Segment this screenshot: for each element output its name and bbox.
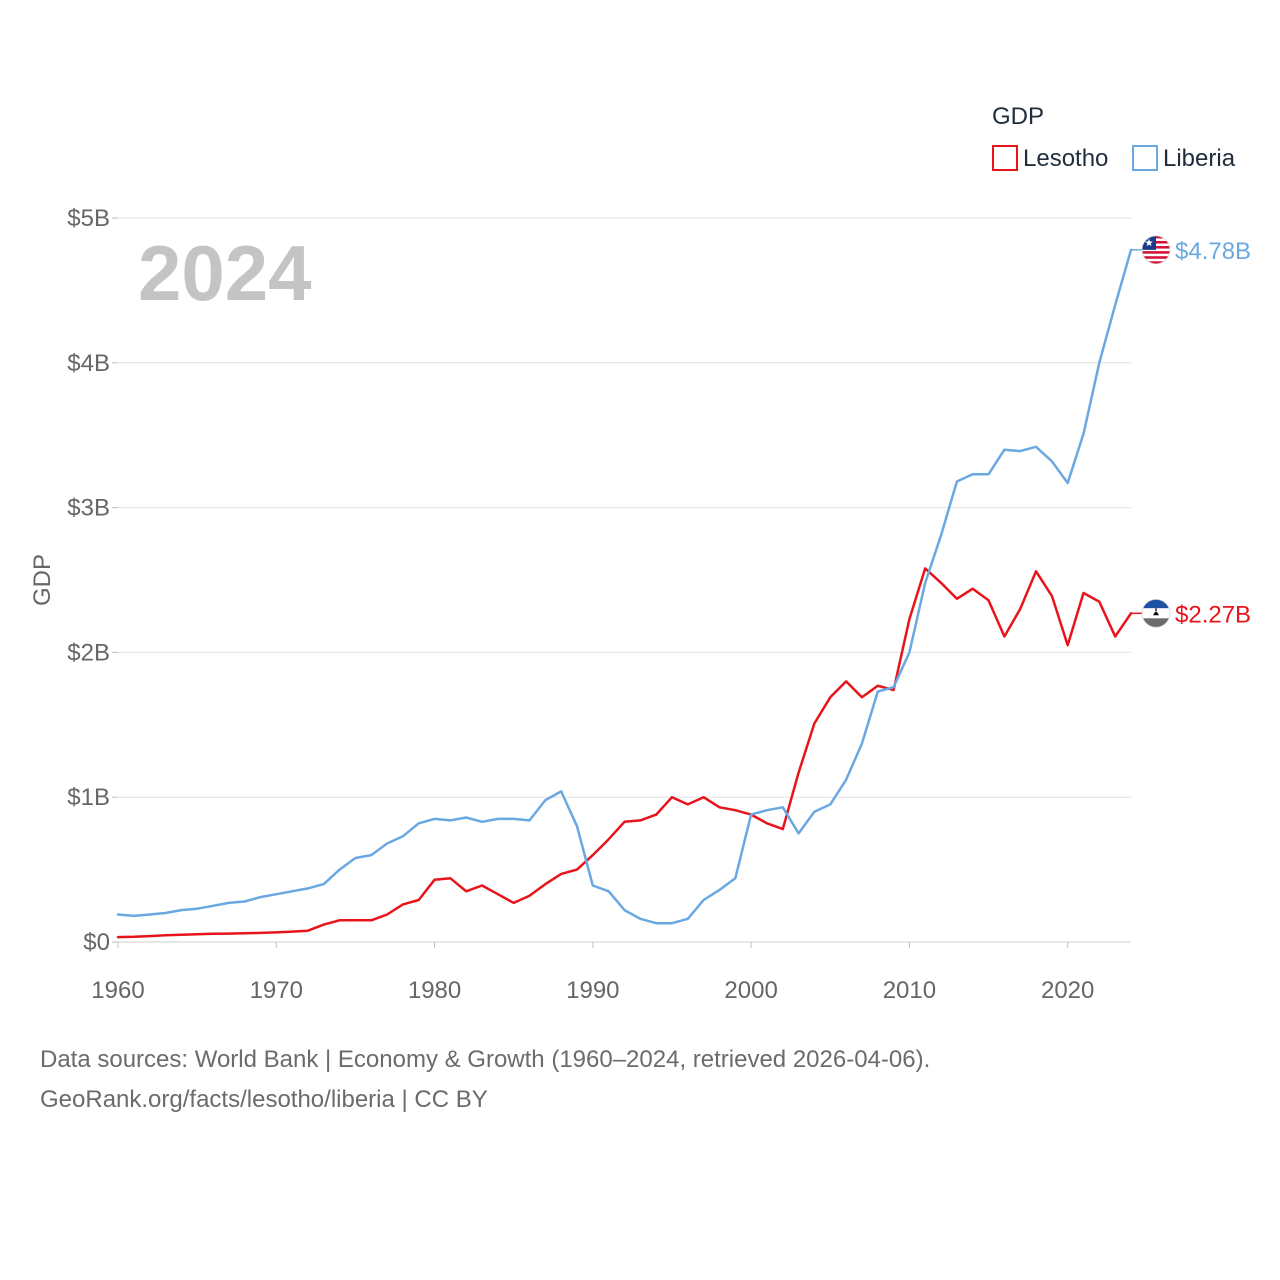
series-line-liberia <box>116 248 1133 925</box>
y-axis: $0 $1B $2B $3B $4B $5B <box>67 205 118 956</box>
y-axis-label: GDP <box>29 554 56 606</box>
x-tick-label: 1960 <box>91 977 144 1004</box>
end-label-lesotho: $2.27B <box>1175 601 1251 628</box>
liberia-flag-icon <box>1141 235 1171 265</box>
legend-title: GDP <box>992 103 1044 130</box>
x-axis: 1960 1970 1980 1990 2000 2010 2020 <box>91 942 1094 1004</box>
end-label-liberia: $4.78B <box>1175 238 1251 265</box>
y-tick-label: $3B <box>67 495 110 522</box>
source-line-1: Data sources: World Bank | Economy & Gro… <box>40 1046 931 1073</box>
x-tick-label: 2000 <box>724 977 777 1004</box>
series-line-lesotho <box>116 567 1133 939</box>
legend-label-lesotho: Lesotho <box>1023 145 1108 172</box>
source-note: Data sources: World Bank | Economy & Gro… <box>40 1040 930 1120</box>
x-tick-label: 2020 <box>1041 977 1094 1004</box>
y-tick-label: $1B <box>67 784 110 811</box>
end-labels: $2.27B $4.78B <box>1131 235 1251 628</box>
x-tick-label: 1980 <box>408 977 461 1004</box>
x-tick-label: 1990 <box>566 977 619 1004</box>
y-tick-label: $0 <box>83 929 110 956</box>
legend-swatch-lesotho <box>992 145 1018 171</box>
legend-label-liberia: Liberia <box>1163 145 1236 172</box>
grid-lines <box>118 217 1131 943</box>
source-line-2: GeoRank.org/facts/lesotho/liberia | CC B… <box>40 1086 488 1113</box>
y-tick-label: $4B <box>67 350 110 377</box>
y-tick-label: $2B <box>67 639 110 666</box>
series-lines <box>116 248 1133 939</box>
x-tick-label: 2010 <box>883 977 936 1004</box>
x-tick-label: 1970 <box>250 977 303 1004</box>
legend-item-lesotho[interactable]: Lesotho <box>992 145 1108 172</box>
y-tick-label: $5B <box>67 205 110 232</box>
year-label: 2024 <box>138 229 312 317</box>
legend-swatch-liberia <box>1132 145 1158 171</box>
legend: GDP Lesotho Liberia <box>992 103 1236 172</box>
legend-item-liberia[interactable]: Liberia <box>1132 145 1236 172</box>
lesotho-flag-icon <box>1141 598 1171 628</box>
